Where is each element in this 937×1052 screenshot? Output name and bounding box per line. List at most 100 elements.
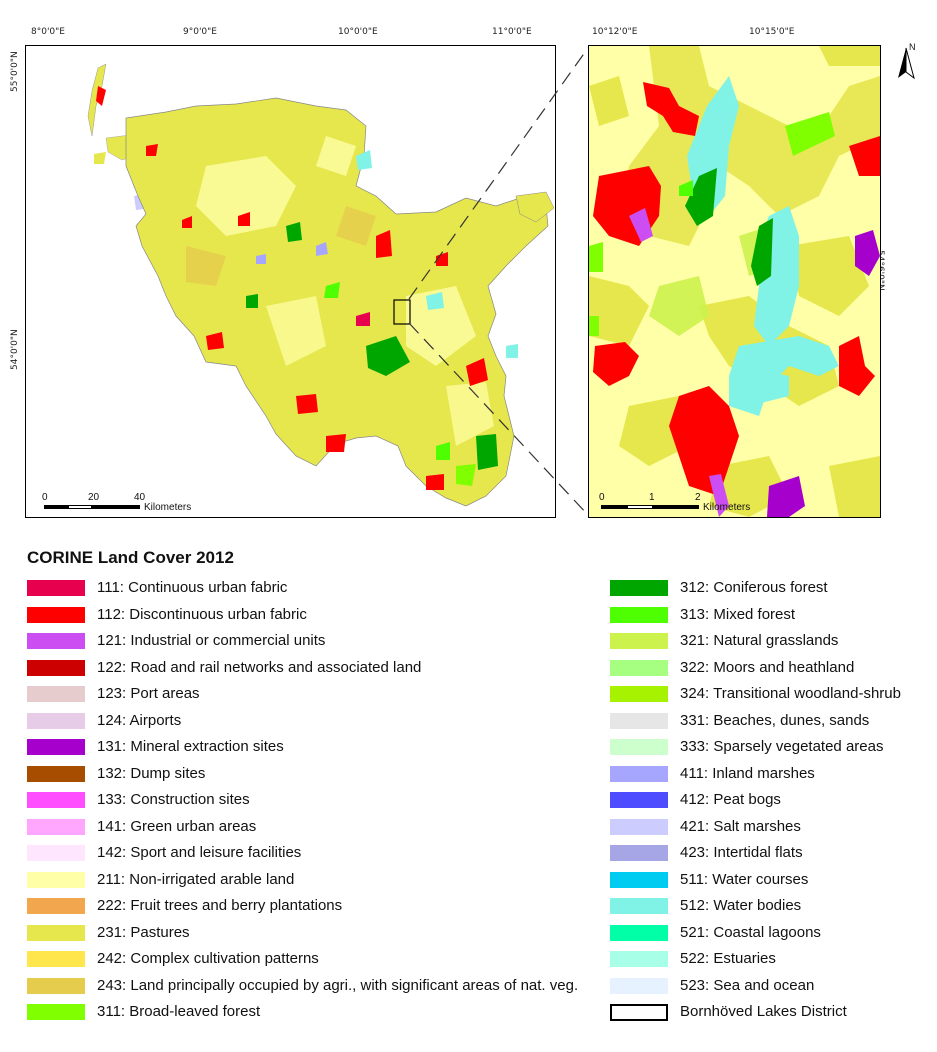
legend-label-231: 231: Pastures <box>97 923 190 941</box>
main-scale-label-1: 20 <box>88 492 100 503</box>
legend-item-312: 312: Coniferous forest <box>610 579 901 607</box>
legend-label-423: 423: Intertidal flats <box>680 844 803 861</box>
legend-swatch-122 <box>27 659 85 676</box>
main-scale-label-0: 0 <box>42 492 48 503</box>
legend-swatch-121 <box>27 633 85 649</box>
legend-swatch-411 <box>610 765 668 782</box>
legend-label-324: 324: Transitional woodland-shrub <box>680 685 901 702</box>
legend-swatch-111 <box>27 580 85 596</box>
legend-label-521: 521: Coastal lagoons <box>680 923 821 941</box>
main-map: 0 20 40 Kilometers <box>25 45 556 518</box>
legend-item-333: 333: Sparsely vegetated areas <box>610 738 901 766</box>
legend-swatch-511 <box>610 871 668 888</box>
legend-label-211: 211: Non-irrigated arable land <box>97 870 295 888</box>
legend-swatch-124 <box>27 712 85 729</box>
legend-swatch-211 <box>27 871 85 888</box>
legend-swatch-141 <box>27 818 85 835</box>
legend-label-242: 242: Complex cultivation patterns <box>97 950 319 967</box>
legend-label-313: 313: Mixed forest <box>680 605 796 623</box>
north-arrow: N <box>894 42 918 84</box>
legend-label-522: 522: Estuaries <box>680 950 776 967</box>
legend-label-outline: Bornhöved Lakes District <box>680 1003 847 1020</box>
legend-item-523: 523: Sea and ocean <box>610 976 901 1005</box>
legend-item-421: 421: Salt marshes <box>610 817 901 846</box>
legend-label-122: 122: Road and rail networks and associat… <box>97 658 422 676</box>
legend-item-111: 111: Continuous urban fabric <box>27 579 578 607</box>
legend-swatch-142 <box>27 845 85 861</box>
legend-swatch-132 <box>27 765 85 782</box>
legend-swatch-512 <box>610 898 668 914</box>
inset-top-tick-1: 10°15'0"E <box>749 27 795 37</box>
legend-item-324: 324: Transitional woodland-shrub <box>610 685 901 713</box>
legend-item-123: 123: Port areas <box>27 685 578 713</box>
legend-label-112: 112: Discontinuous urban fabric <box>97 605 307 623</box>
legend-item-411: 411: Inland marshes <box>610 764 901 793</box>
inset-scale-label-1: 1 <box>649 492 655 503</box>
legend-item-131: 131: Mineral extraction sites <box>27 738 578 766</box>
main-top-tick-2: 10°0'0"E <box>338 27 378 37</box>
legend-item-313: 313: Mixed forest <box>610 605 901 634</box>
legend-label-311: 311: Broad-leaved forest <box>97 1003 261 1020</box>
legend-label-243: 243: Land principally occupied by agri.,… <box>97 976 579 994</box>
legend-swatch-313 <box>610 606 668 623</box>
legend-label-222: 222: Fruit trees and berry plantations <box>97 897 343 914</box>
inset-scale-label-0: 0 <box>599 492 605 503</box>
legend-column-left: 111: Continuous urban fabric 112: Discont… <box>27 579 579 1031</box>
legend-item-122: 122: Road and rail networks and associat… <box>27 658 578 687</box>
main-map-canvas <box>87 63 555 507</box>
legend-item-423: 423: Intertidal flats <box>610 844 901 872</box>
legend-swatch-423 <box>610 845 668 861</box>
legend-label-132: 132: Dump sites <box>97 764 206 782</box>
legend-label-121: 121: Industrial or commercial units <box>97 632 326 649</box>
legend-title: CORINE Land Cover 2012 <box>27 548 234 567</box>
legend-swatch-112 <box>27 606 85 623</box>
legend-swatch-outline <box>610 1004 668 1021</box>
legend-item-242: 242: Complex cultivation patterns <box>27 950 578 978</box>
legend-label-523: 523: Sea and ocean <box>680 976 815 994</box>
legend-swatch-521 <box>610 924 668 941</box>
legend-label-142: 142: Sport and leisure facilities <box>97 844 302 861</box>
legend-swatch-133 <box>27 792 85 808</box>
legend-item-521: 521: Coastal lagoons <box>610 923 901 952</box>
legend-swatch-522 <box>610 951 668 967</box>
legend-swatch-331 <box>610 712 668 729</box>
legend-label-322: 322: Moors and heathland <box>680 658 855 676</box>
legend-swatch-311 <box>27 1004 85 1020</box>
legend-item-412: 412: Peat bogs <box>610 791 901 819</box>
legend-label-111: 111: Continuous urban fabric <box>97 579 288 596</box>
north-label: N <box>909 42 916 52</box>
legend-label-411: 411: Inland marshes <box>680 764 815 782</box>
legend-label-123: 123: Port areas <box>97 685 200 702</box>
legend-label-141: 141: Green urban areas <box>97 817 257 835</box>
main-scale-unit: Kilometers <box>144 502 192 513</box>
legend-label-133: 133: Construction sites <box>97 791 250 808</box>
legend-swatch-131 <box>27 739 85 755</box>
legend-label-421: 421: Salt marshes <box>680 817 801 835</box>
main-top-tick-0: 8°0'0"E <box>31 27 65 37</box>
legend-label-511: 511: Water courses <box>680 870 809 888</box>
inset-scalebar: 0 1 2 Kilometers <box>599 492 779 514</box>
main-top-tick-3: 11°0'0"E <box>492 27 532 37</box>
inset-top-tick-0: 10°12'0"E <box>592 27 638 37</box>
legend-item-132: 132: Dump sites <box>27 764 578 793</box>
legend-item-511: 511: Water courses <box>610 870 901 899</box>
legend-label-131: 131: Mineral extraction sites <box>97 738 284 755</box>
inset-scale-unit: Kilometers <box>703 502 751 513</box>
legend-label-512: 512: Water bodies <box>680 897 802 914</box>
north-arrow-icon <box>898 47 915 80</box>
legend-swatch-523 <box>610 977 668 994</box>
legend-label-321: 321: Natural grasslands <box>680 632 839 649</box>
legend-item-331: 331: Beaches, dunes, sands <box>610 712 901 740</box>
study-area-box <box>393 299 411 325</box>
main-top-tick-1: 9°0'0"E <box>183 27 217 37</box>
legend-item-222: 222: Fruit trees and berry plantations <box>27 897 578 925</box>
legend-swatch-421 <box>610 818 668 835</box>
legend-item-141: 141: Green urban areas <box>27 817 578 846</box>
legend-swatch-231 <box>27 924 85 941</box>
legend-label-412: 412: Peat bogs <box>680 791 781 808</box>
legend-swatch-412 <box>610 792 668 808</box>
legend-item-231: 231: Pastures <box>27 923 578 952</box>
legend-label-333: 333: Sparsely vegetated areas <box>680 738 884 755</box>
inset-map: 0 1 2 Kilometers <box>588 45 881 518</box>
